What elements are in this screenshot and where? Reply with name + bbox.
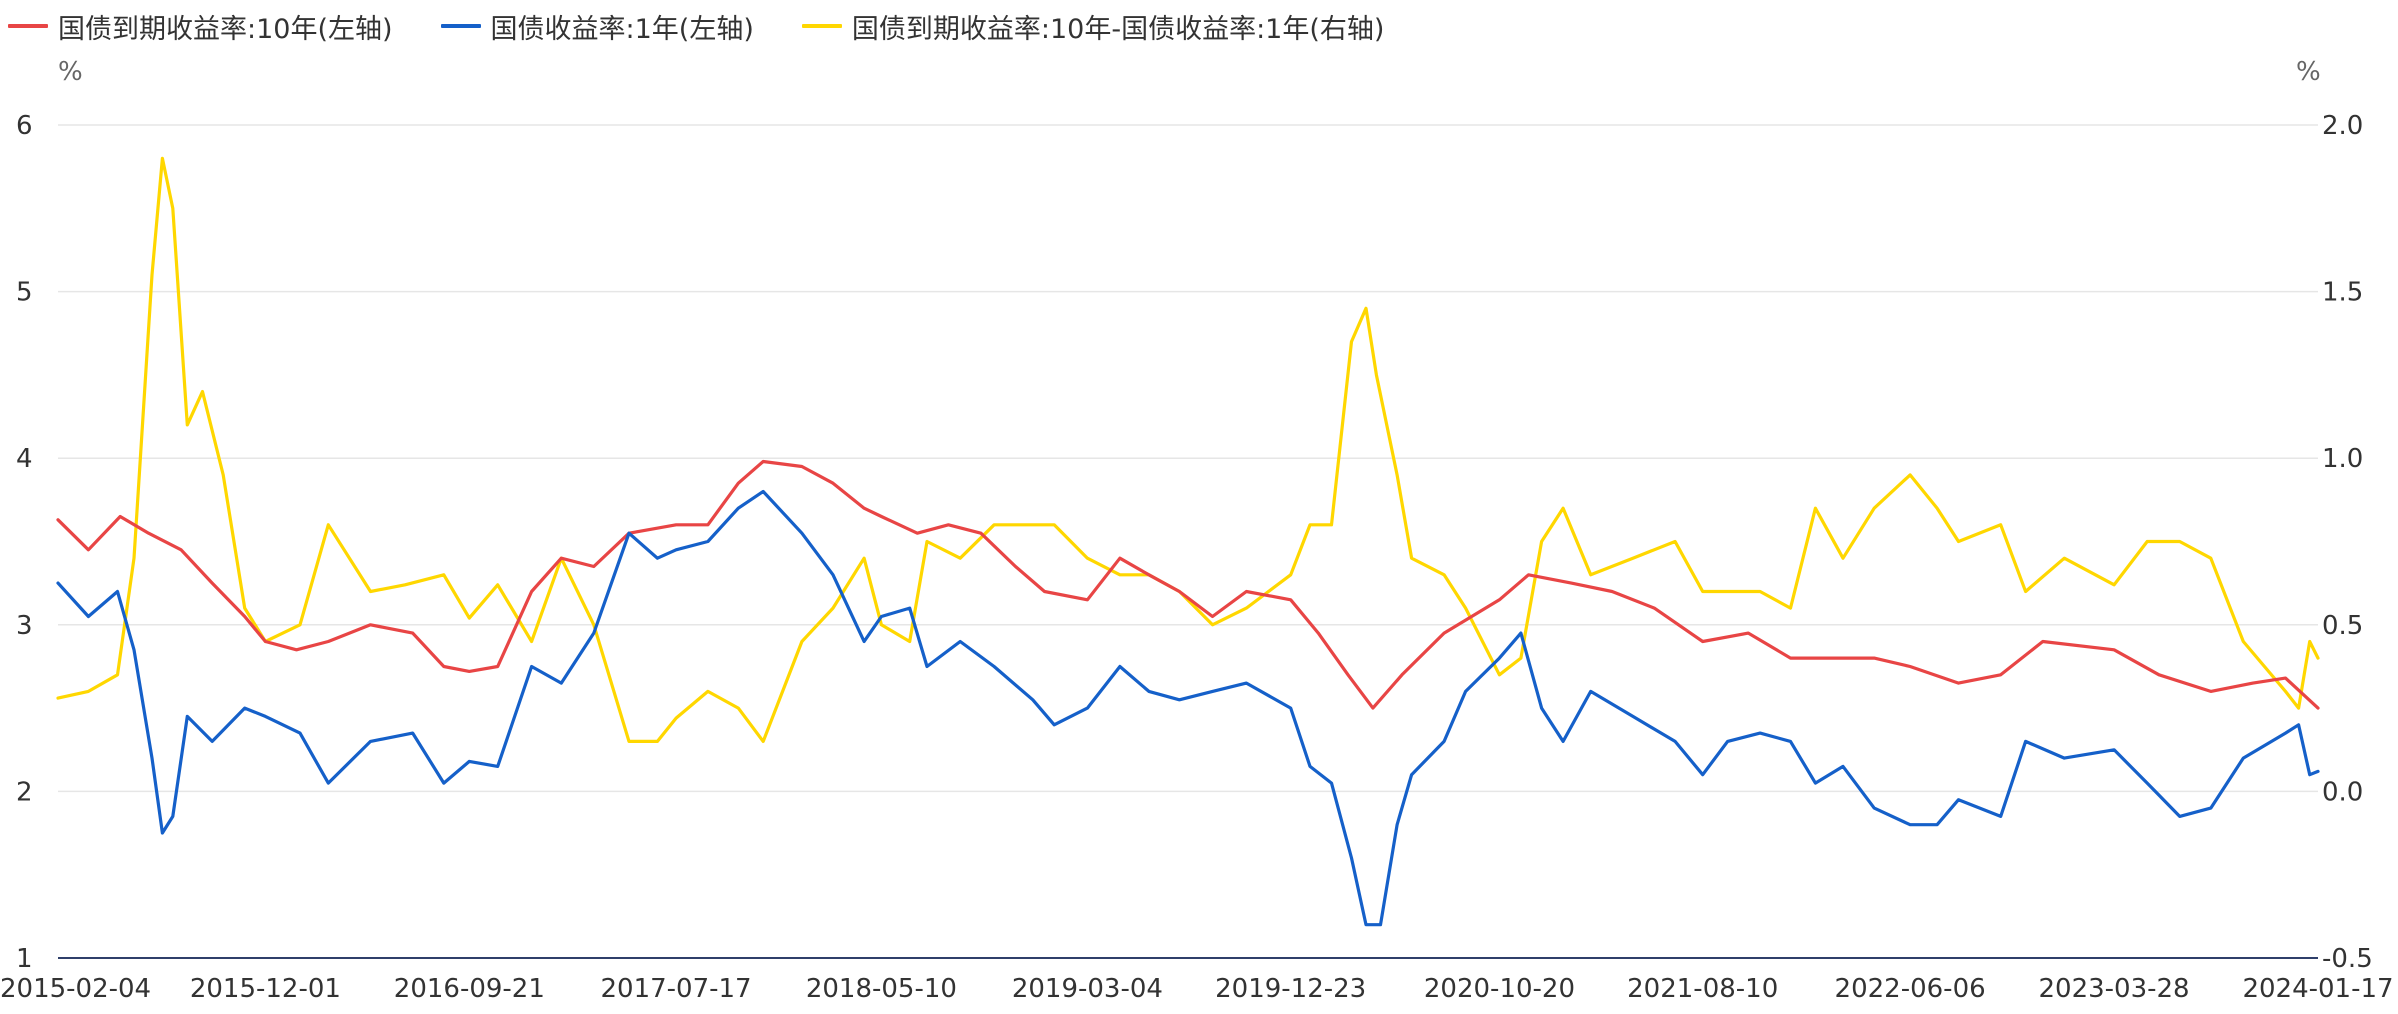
right-axis-ticks: 2.0 1.5 1.0 0.5 0.0 -0.5 (2322, 111, 2373, 974)
legend-item-one-year[interactable]: 国债收益率:1年(左轴) (440, 7, 754, 46)
x-tick-label: 2018-05-10 (806, 974, 957, 1004)
legend-label-ten-year: 国债到期收益率:10年(左轴) (58, 13, 393, 45)
x-tick-label: 2015-02-04 (0, 974, 151, 1004)
left-tick-label: 2 (16, 777, 33, 807)
x-tick-label: 2020-10-20 (1424, 974, 1575, 1004)
left-axis-ticks: 6 5 4 3 2 1 (16, 111, 33, 974)
legend-label-spread: 国债到期收益率:10年-国债收益率:1年(右轴) (851, 13, 1385, 45)
right-tick-label: 2.0 (2322, 111, 2363, 141)
legend-item-spread[interactable]: 国债到期收益率:10年-国债收益率:1年(右轴) (801, 7, 1385, 46)
series-line-spread (56, 156, 2320, 743)
x-tick-label: 2019-12-23 (1215, 974, 1366, 1004)
series-line-one-year (56, 489, 2320, 927)
left-tick-label: 5 (16, 278, 33, 308)
legend-swatch-one-year (440, 24, 481, 28)
right-tick-label: -0.5 (2322, 944, 2373, 974)
grid-lines (58, 124, 2318, 793)
legend-item-ten-year[interactable]: 国债到期收益率:10年(左轴) (8, 7, 393, 46)
chart-legend: 国债到期收益率:10年(左轴) 国债收益率:1年(左轴) 国债到期收益率:10年… (8, 6, 1384, 46)
left-tick-label: 6 (16, 111, 33, 141)
x-tick-label: 2023-03-28 (2038, 974, 2189, 1004)
left-tick-label: 1 (16, 944, 33, 974)
right-tick-label: 0.5 (2322, 611, 2363, 641)
legend-swatch-ten-year (8, 24, 48, 28)
legend-label-one-year: 国债收益率:1年(左轴) (490, 13, 754, 45)
x-tick-label: 2016-09-21 (394, 974, 545, 1004)
x-tick-label: 2019-03-04 (1012, 974, 1163, 1004)
series-line-ten-year (56, 459, 2320, 710)
x-axis-ticks: 2015-02-04 2015-12-01 2016-09-21 2017-07-17… (0, 974, 2394, 1004)
right-tick-label: 1.5 (2322, 278, 2363, 308)
x-tick-label: 2017-07-17 (601, 974, 752, 1004)
series-layer (56, 156, 2320, 927)
left-tick-label: 3 (16, 611, 33, 641)
legend-swatch-spread (801, 24, 842, 28)
x-tick-label: 2024-01-17 (2242, 974, 2393, 1004)
left-axis-unit: % (58, 57, 83, 87)
left-tick-label: 4 (16, 444, 33, 474)
right-tick-label: 0.0 (2322, 777, 2363, 807)
x-tick-label: 2021-08-10 (1627, 974, 1778, 1004)
right-tick-label: 1.0 (2322, 444, 2363, 474)
right-axis-unit: % (2296, 57, 2321, 87)
x-tick-label: 2022-06-06 (1835, 974, 1986, 1004)
x-tick-label: 2015-12-01 (190, 974, 341, 1004)
